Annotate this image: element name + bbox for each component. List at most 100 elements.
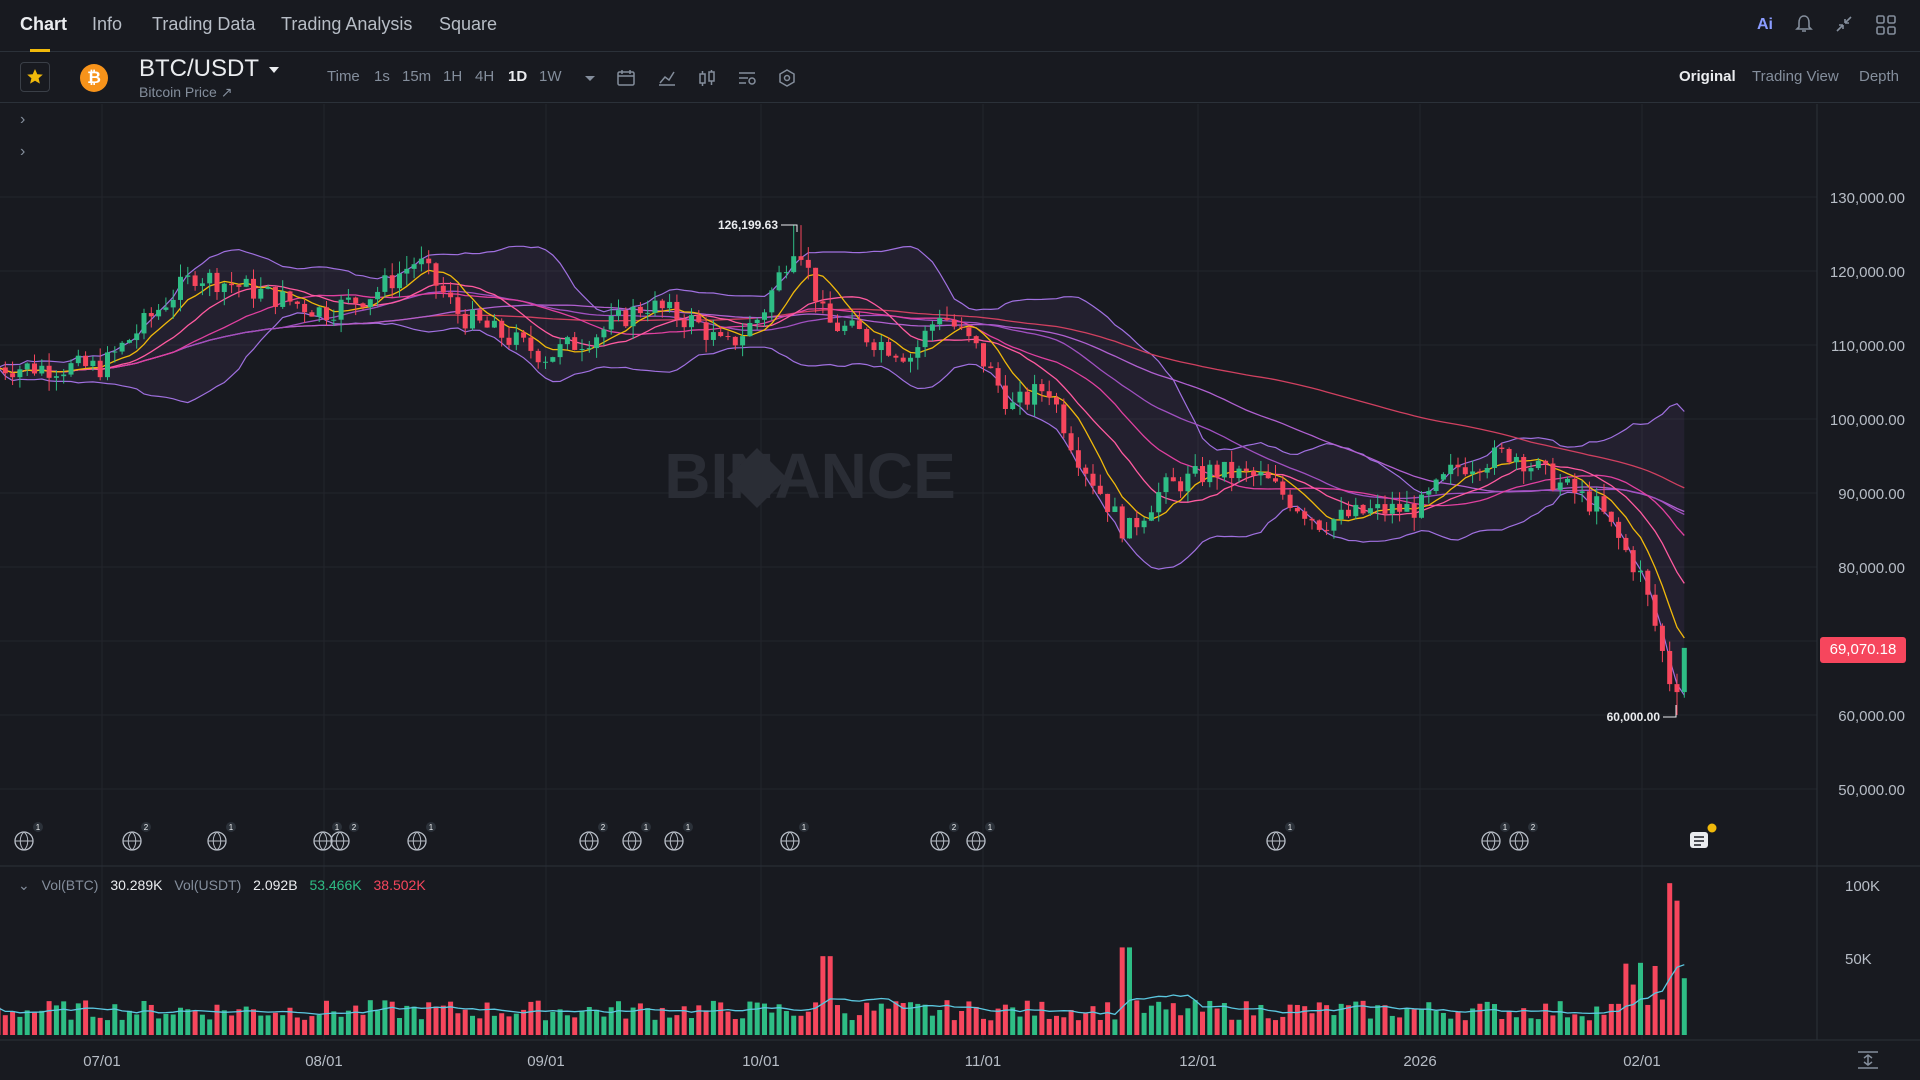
candle-body xyxy=(951,319,957,327)
view-original[interactable]: Original xyxy=(1679,68,1736,85)
candle xyxy=(1236,465,1242,483)
candle xyxy=(294,300,300,309)
volume-bar xyxy=(426,1002,432,1035)
favorite-star-button[interactable] xyxy=(20,62,50,92)
volume-bar xyxy=(1616,1003,1622,1035)
expand-drawing-chevron-icon[interactable]: › xyxy=(20,143,26,160)
candle-body xyxy=(433,263,439,286)
event-marker[interactable]: 1 xyxy=(207,822,236,851)
volume-bar xyxy=(1572,1014,1578,1035)
volume-bar xyxy=(1667,883,1673,1035)
candle-body xyxy=(856,320,862,330)
timeframe-1s[interactable]: 1s xyxy=(374,68,390,85)
candle-body xyxy=(258,288,264,299)
event-marker[interactable]: 2 xyxy=(579,822,608,851)
timeframe-more-icon[interactable] xyxy=(580,68,600,88)
volume-bar xyxy=(345,1010,351,1035)
candle xyxy=(557,338,563,365)
candle xyxy=(1667,641,1673,692)
event-marker[interactable]: 1 xyxy=(1266,822,1295,851)
bollinger-lower-line xyxy=(0,312,1685,696)
volume-collapse-icon[interactable]: ⌄ xyxy=(18,877,30,893)
news-marker[interactable] xyxy=(1690,823,1717,849)
timeframe-4h[interactable]: 4H xyxy=(475,68,495,85)
expand-indicators-chevron-icon[interactable]: › xyxy=(20,111,26,128)
price-axis[interactable]: 130,000.00 120,000.00 110,000.00 100,000… xyxy=(1830,190,1905,799)
candle xyxy=(908,353,913,373)
ma40-line xyxy=(0,290,1685,515)
globe-lines xyxy=(123,831,141,851)
timeframe-1h[interactable]: 1H xyxy=(443,68,463,85)
candle-body xyxy=(90,360,96,367)
view-depth[interactable]: Depth xyxy=(1859,68,1900,85)
candle-body xyxy=(1265,472,1271,479)
tab-trading-analysis[interactable]: Trading Analysis xyxy=(281,14,413,34)
hex-settings-icon[interactable] xyxy=(777,68,797,88)
calendar-icon[interactable] xyxy=(616,68,636,88)
candle xyxy=(1506,447,1512,465)
candle xyxy=(856,311,862,330)
low-price-marker xyxy=(1663,705,1677,718)
candle xyxy=(1192,454,1198,477)
candle-type-icon[interactable] xyxy=(697,68,717,88)
symbol-subtitle[interactable]: Bitcoin Price ↗ xyxy=(139,84,233,100)
candle xyxy=(1119,503,1125,543)
event-marker[interactable]: 2 xyxy=(330,822,359,851)
indicator-icon[interactable] xyxy=(657,68,677,88)
volume-bar xyxy=(1433,1010,1439,1035)
timeframe-1w[interactable]: 1W xyxy=(539,68,562,85)
candle xyxy=(535,348,541,369)
event-marker[interactable]: 1 xyxy=(407,822,436,851)
event-marker[interactable]: 1 xyxy=(966,822,995,851)
tab-trading-data[interactable]: Trading Data xyxy=(152,14,256,34)
symbol-dropdown-icon[interactable] xyxy=(267,63,281,77)
candle xyxy=(1105,493,1111,522)
candle xyxy=(324,300,329,326)
timeframe-1d[interactable]: 1D xyxy=(508,68,528,85)
autoscale-icon[interactable] xyxy=(1858,1051,1878,1069)
event-marker[interactable]: 2 xyxy=(122,822,151,851)
candle-body xyxy=(382,275,388,292)
shrink-icon[interactable] xyxy=(1833,14,1855,36)
event-marker[interactable]: 2 xyxy=(930,822,959,851)
volume-bar xyxy=(302,1019,308,1035)
event-marker[interactable]: 1 xyxy=(14,822,43,851)
price-tick: 130,000.00 xyxy=(1830,190,1905,207)
candle-body xyxy=(769,290,775,313)
candle-body xyxy=(1367,508,1373,514)
candle-body xyxy=(1302,511,1308,519)
tab-square[interactable]: Square xyxy=(439,14,498,34)
volume-bar xyxy=(820,956,826,1035)
volume-bar xyxy=(1265,1018,1271,1035)
volume-bar xyxy=(1448,1018,1454,1035)
candle xyxy=(1557,473,1563,496)
tab-chart[interactable]: Chart xyxy=(20,14,68,34)
settings-list-icon[interactable] xyxy=(737,68,757,88)
timeframe-15m[interactable]: 15m xyxy=(402,68,432,85)
volume-bar xyxy=(156,1018,162,1035)
grid-icon[interactable] xyxy=(1875,14,1897,36)
candle xyxy=(1484,463,1490,479)
news-icon[interactable] xyxy=(1690,832,1708,848)
candle xyxy=(1652,584,1658,632)
event-marker[interactable]: 1 xyxy=(780,822,809,851)
symbol-pair[interactable]: BTC/USDT xyxy=(139,55,259,82)
event-marker[interactable]: 1 xyxy=(664,822,693,851)
candle xyxy=(1367,499,1373,516)
event-marker[interactable]: 1 xyxy=(1481,822,1510,851)
event-marker[interactable]: 1 xyxy=(622,822,651,851)
candle-body xyxy=(1586,491,1592,512)
price-chart[interactable]: BINANCE 130,000.00 120,000.00 110,000.00… xyxy=(0,104,1920,1080)
view-trading-view[interactable]: Trading View xyxy=(1752,68,1839,85)
event-marker[interactable]: 2 xyxy=(1509,822,1538,851)
ai-icon[interactable]: Ai xyxy=(1757,16,1773,33)
bell-icon[interactable] xyxy=(1793,14,1815,36)
volume-bar xyxy=(908,1002,913,1035)
candle-body xyxy=(170,299,176,308)
candle-body xyxy=(1521,456,1527,472)
event-marker[interactable]: 1 xyxy=(313,822,342,851)
volume-bar xyxy=(521,1009,527,1035)
event-markers[interactable]: 1 2 1 1 2 1 2 1 1 1 2 1 1 1 2 xyxy=(14,822,1538,851)
timeframe-time[interactable]: Time xyxy=(327,68,360,85)
tab-info[interactable]: Info xyxy=(92,14,123,34)
